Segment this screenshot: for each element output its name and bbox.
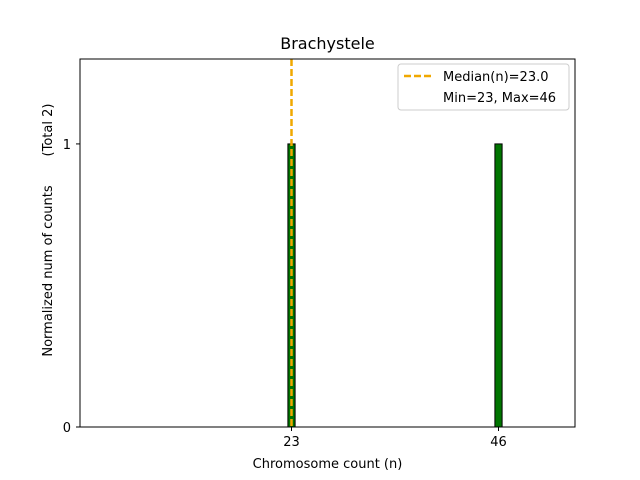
y-tick-label: 1 — [63, 138, 71, 153]
y-axis-label: Normalized num of counts — [41, 185, 56, 356]
y-ticks: 01 — [63, 138, 80, 436]
bars-layer — [287, 143, 503, 428]
x-tick-label: 46 — [490, 435, 507, 450]
y-tick-label: 0 — [63, 421, 71, 436]
legend: Median(n)=23.0 Min=23, Max=46 — [397, 63, 570, 111]
x-ticks: 23 46 — [283, 427, 507, 450]
x-axis-label: Chromosome count (n) — [253, 457, 403, 472]
legend-median-label: Median(n)=23.0 — [443, 70, 549, 85]
plot-frame — [79, 58, 576, 428]
chart-title: Brachystele — [280, 34, 375, 53]
legend-box — [397, 63, 570, 111]
x-tick-label: 23 — [283, 435, 300, 450]
legend-minmax-label: Min=23, Max=46 — [443, 91, 556, 106]
y-axis-note: (Total 2) — [41, 104, 56, 157]
bar-46 — [494, 143, 503, 428]
